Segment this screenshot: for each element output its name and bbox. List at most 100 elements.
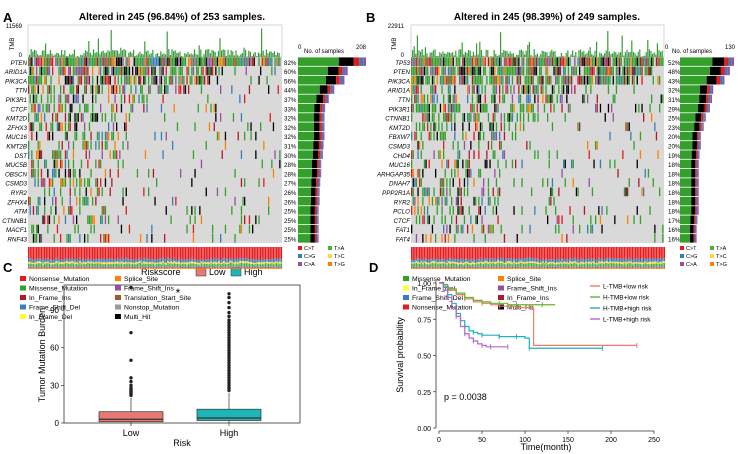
mutation-cell-b bbox=[454, 131, 456, 141]
mutation-cell-a bbox=[106, 131, 108, 141]
mutation-cell-a bbox=[104, 57, 107, 66]
mutation-cell-a bbox=[181, 75, 183, 85]
mutation-cell-a bbox=[258, 215, 260, 225]
mutation-cell-b bbox=[615, 75, 618, 85]
titv-bar-b bbox=[420, 258, 422, 262]
tmb-bar-b bbox=[463, 54, 465, 57]
titv-bar-a bbox=[108, 258, 110, 262]
mutation-cell-b bbox=[462, 57, 464, 66]
titv-bar-a bbox=[72, 247, 75, 260]
titv-bar-a bbox=[146, 263, 148, 267]
titv-bar-b bbox=[473, 262, 475, 265]
mutation-cell-b bbox=[478, 168, 480, 178]
mutation-cell-b bbox=[633, 75, 635, 85]
mutation-cell-b bbox=[511, 131, 514, 141]
mutation-cell-b bbox=[636, 66, 638, 76]
mutation-cell-b bbox=[511, 66, 514, 76]
tmb-bar-b bbox=[519, 50, 521, 57]
gene-label-b: ARID1A bbox=[387, 88, 410, 95]
titv-bar-a bbox=[191, 247, 193, 258]
titv-bar-a bbox=[140, 266, 142, 268]
titv-bar-b bbox=[513, 247, 515, 258]
gene-count-bar-a bbox=[313, 113, 320, 122]
titv-bar-a bbox=[236, 257, 238, 262]
titv-bar-b bbox=[614, 258, 616, 262]
mutation-cell-b bbox=[495, 85, 498, 94]
mutation-cell-a bbox=[76, 66, 78, 76]
titv-bar-b bbox=[465, 258, 467, 262]
tmb-bar-b bbox=[455, 50, 457, 57]
titv-bar-b bbox=[662, 266, 664, 268]
mutation-cell-a bbox=[173, 57, 175, 66]
mutation-cell-b bbox=[492, 66, 494, 76]
tmb-bar-b bbox=[610, 54, 612, 57]
mutation-cell-b bbox=[623, 75, 626, 85]
mutation-cell-a bbox=[60, 234, 62, 243]
titv-bar-a bbox=[268, 262, 270, 264]
mutation-cell-b bbox=[495, 122, 498, 132]
tmb-bar-a bbox=[203, 53, 205, 57]
mutation-cell-b bbox=[499, 66, 501, 76]
titv-bar-b bbox=[620, 247, 622, 259]
mutation-cell-b bbox=[457, 196, 459, 206]
titv-bar-a bbox=[264, 267, 267, 269]
boxplot-ylabel: Tumor Mutation Burden bbox=[37, 308, 47, 402]
titv-bar-b bbox=[555, 266, 557, 268]
mutation-cell-b bbox=[439, 103, 442, 113]
titv-bar-b bbox=[663, 261, 666, 264]
mutation-cell-b bbox=[529, 103, 531, 113]
gene-count-bar-b bbox=[727, 66, 730, 76]
titv-bar-a bbox=[172, 260, 174, 263]
titv-bar-b bbox=[507, 247, 509, 259]
titv-bar-a bbox=[53, 266, 55, 268]
mutation-cell-a bbox=[154, 57, 156, 66]
titv-bar-b bbox=[527, 247, 530, 258]
mutation-cell-b bbox=[481, 122, 483, 132]
mutation-cell-b bbox=[475, 57, 477, 66]
mutation-cell-b bbox=[443, 178, 445, 187]
mutation-cell-b bbox=[415, 178, 418, 187]
titv-bar-a bbox=[98, 247, 100, 259]
tmb-bar-a bbox=[197, 54, 199, 57]
mutation-cell-a bbox=[200, 57, 203, 66]
titv-bar-b bbox=[574, 261, 576, 263]
titv-bar-b bbox=[423, 262, 426, 267]
titv-bar-b bbox=[647, 266, 650, 268]
mutation-cell-a bbox=[220, 113, 222, 122]
titv-bar-a bbox=[106, 258, 108, 263]
titv-bar-a bbox=[88, 263, 91, 267]
gene-count-bar-b bbox=[680, 57, 713, 66]
titv-bar-a bbox=[149, 266, 151, 268]
titv-bar-a bbox=[266, 259, 268, 262]
mutation-cell-b bbox=[603, 57, 605, 66]
mutation-cell-b bbox=[411, 187, 413, 197]
gene-count-bar-b bbox=[711, 85, 714, 94]
legend-swatch-a bbox=[20, 276, 26, 281]
mutation-cell-b bbox=[465, 66, 467, 76]
mutation-cell-b bbox=[596, 66, 598, 76]
titv-bar-a bbox=[36, 263, 38, 267]
mutation-cell-a bbox=[135, 85, 137, 94]
mutation-cell-b bbox=[619, 75, 621, 85]
mutation-cell-b bbox=[505, 159, 507, 169]
mutation-cell-a bbox=[37, 85, 39, 94]
mutation-cell-b bbox=[507, 113, 509, 122]
gene-label-b: CTNNB1 bbox=[385, 116, 410, 123]
titv-bar-b bbox=[467, 267, 469, 269]
gene-count-bar-b bbox=[689, 234, 694, 243]
titv-bar-b bbox=[662, 258, 664, 262]
mutation-cell-b bbox=[422, 94, 424, 104]
mutation-cell-b bbox=[532, 75, 534, 85]
gene-count-bar-b bbox=[696, 159, 698, 169]
titv-bar-b bbox=[547, 247, 549, 260]
mutation-cell-a bbox=[232, 113, 235, 122]
mutation-cell-a bbox=[208, 75, 211, 85]
titv-bar-b bbox=[417, 247, 419, 259]
titv-bar-a bbox=[218, 267, 220, 269]
titv-bar-b bbox=[558, 264, 560, 268]
mutation-cell-b bbox=[414, 94, 416, 104]
titv-bar-a bbox=[255, 267, 257, 269]
titv-bar-a bbox=[213, 266, 215, 268]
titv-bar-a bbox=[64, 247, 67, 259]
mutation-cell-a bbox=[48, 66, 51, 76]
